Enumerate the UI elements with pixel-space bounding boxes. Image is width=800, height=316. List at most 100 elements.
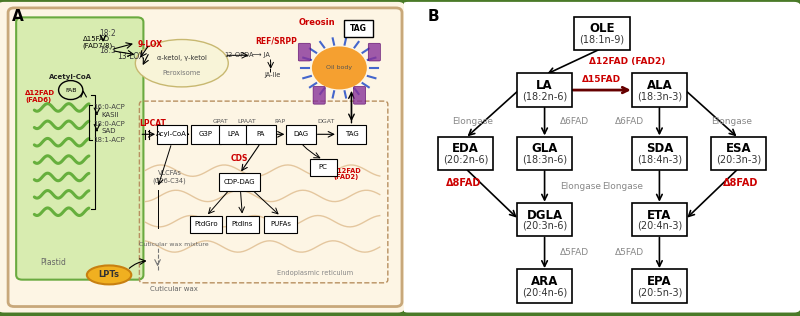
Text: PAP: PAP <box>274 119 286 124</box>
Text: GLA: GLA <box>531 142 558 155</box>
Text: Δ12FAD
(FAD2): Δ12FAD (FAD2) <box>334 167 362 180</box>
Text: Plastid: Plastid <box>41 258 66 267</box>
Ellipse shape <box>135 40 228 87</box>
Text: (18:3n-3): (18:3n-3) <box>637 91 682 101</box>
Text: A: A <box>12 9 24 24</box>
FancyBboxPatch shape <box>0 0 408 316</box>
Text: α-ketol, γ-ketol: α-ketol, γ-ketol <box>157 56 206 61</box>
Text: 12-OPDA: 12-OPDA <box>224 52 254 58</box>
FancyBboxPatch shape <box>438 137 493 170</box>
Text: LPAAT: LPAAT <box>238 119 256 124</box>
Text: 18:2: 18:2 <box>99 29 116 38</box>
FancyBboxPatch shape <box>16 17 143 280</box>
Text: ALA: ALA <box>646 79 672 92</box>
FancyBboxPatch shape <box>632 269 687 303</box>
Text: (20:2n-6): (20:2n-6) <box>442 155 488 165</box>
Text: 9-LOX: 9-LOX <box>138 40 162 49</box>
Text: Peroxisome: Peroxisome <box>162 70 201 76</box>
Text: OLE: OLE <box>590 22 614 35</box>
FancyBboxPatch shape <box>8 8 402 307</box>
Text: CDP-DAG: CDP-DAG <box>224 179 255 185</box>
Text: Δ12FAD
(FAD6): Δ12FAD (FAD6) <box>26 90 55 103</box>
FancyBboxPatch shape <box>265 216 297 233</box>
Text: Oil body: Oil body <box>326 65 353 70</box>
FancyBboxPatch shape <box>226 216 258 233</box>
Text: KASII: KASII <box>101 112 118 118</box>
Text: JA-Ile: JA-Ile <box>265 72 281 78</box>
Text: Δ12FAD (FAD2): Δ12FAD (FAD2) <box>589 57 666 66</box>
FancyBboxPatch shape <box>574 16 630 50</box>
FancyBboxPatch shape <box>711 137 766 170</box>
Text: FAB: FAB <box>65 88 77 93</box>
FancyBboxPatch shape <box>191 125 221 144</box>
Text: Δ6FAD: Δ6FAD <box>561 117 590 126</box>
Text: (20:3n-3): (20:3n-3) <box>716 155 762 165</box>
Text: 18:1-ACP: 18:1-ACP <box>93 137 125 143</box>
FancyBboxPatch shape <box>190 216 222 233</box>
FancyBboxPatch shape <box>632 203 687 236</box>
Text: Elongase: Elongase <box>711 117 752 126</box>
Text: Oreosin: Oreosin <box>299 18 335 27</box>
Text: EPA: EPA <box>647 275 672 288</box>
Text: EDA: EDA <box>452 142 479 155</box>
Text: LPTs: LPTs <box>98 270 119 279</box>
FancyBboxPatch shape <box>246 125 275 144</box>
FancyBboxPatch shape <box>632 74 687 107</box>
FancyBboxPatch shape <box>298 43 310 61</box>
Text: 13-LOX: 13-LOX <box>117 52 144 61</box>
Text: GPAT: GPAT <box>213 119 229 124</box>
Text: (18:3n-6): (18:3n-6) <box>522 155 567 165</box>
Text: Elongase: Elongase <box>452 117 493 126</box>
Circle shape <box>312 46 367 89</box>
Ellipse shape <box>87 265 131 284</box>
Text: ⟶ JA: ⟶ JA <box>253 52 270 58</box>
Text: (20:4n-3): (20:4n-3) <box>637 221 682 231</box>
Text: CDS: CDS <box>231 154 248 163</box>
Text: TAG: TAG <box>345 131 358 137</box>
Text: Δ15FAD: Δ15FAD <box>582 75 622 83</box>
Text: LPCAT: LPCAT <box>139 119 166 128</box>
Text: Elongase: Elongase <box>561 182 602 191</box>
Text: DAG: DAG <box>294 131 309 137</box>
Text: Δ15FAD
(FAD7/8): Δ15FAD (FAD7/8) <box>83 36 113 49</box>
Text: SDA: SDA <box>646 142 673 155</box>
FancyBboxPatch shape <box>286 125 316 144</box>
Text: PtdIns: PtdIns <box>232 222 253 227</box>
Text: LA: LA <box>536 79 553 92</box>
Text: Elongase: Elongase <box>602 182 643 191</box>
Text: Acyl-CoA: Acyl-CoA <box>156 131 187 137</box>
Text: Δ6FAD: Δ6FAD <box>614 117 643 126</box>
Text: 18:3: 18:3 <box>99 46 116 55</box>
FancyBboxPatch shape <box>344 20 373 37</box>
Text: Δ5FAD: Δ5FAD <box>614 248 643 257</box>
FancyBboxPatch shape <box>157 125 186 144</box>
Text: (18:1n-9): (18:1n-9) <box>579 34 625 45</box>
Text: PA: PA <box>256 131 265 137</box>
Text: PC: PC <box>318 165 328 170</box>
Text: REF/SRPP: REF/SRPP <box>256 37 298 46</box>
Text: SAD: SAD <box>101 129 115 134</box>
Text: Cuticular wax mixture: Cuticular wax mixture <box>139 242 209 247</box>
FancyBboxPatch shape <box>517 269 572 303</box>
Text: B: B <box>428 9 439 24</box>
Text: Δ8FAD: Δ8FAD <box>722 178 758 188</box>
Text: PUFAs: PUFAs <box>270 222 291 227</box>
FancyBboxPatch shape <box>517 74 572 107</box>
Text: VLCFAs
(C26-C34): VLCFAs (C26-C34) <box>153 170 186 184</box>
FancyBboxPatch shape <box>313 87 326 104</box>
Text: DGLA: DGLA <box>526 209 562 222</box>
FancyBboxPatch shape <box>632 137 687 170</box>
FancyBboxPatch shape <box>368 43 381 61</box>
Text: (18:4n-3): (18:4n-3) <box>637 155 682 165</box>
FancyBboxPatch shape <box>354 87 366 104</box>
FancyBboxPatch shape <box>517 137 572 170</box>
FancyBboxPatch shape <box>310 159 337 176</box>
Text: Δ5FAD: Δ5FAD <box>561 248 590 257</box>
Text: ARA: ARA <box>531 275 558 288</box>
Text: ETA: ETA <box>647 209 672 222</box>
FancyBboxPatch shape <box>337 125 366 144</box>
Text: PtdGro: PtdGro <box>194 222 218 227</box>
Text: Δ8FAD: Δ8FAD <box>446 178 482 188</box>
Text: Endoplasmic reticulum: Endoplasmic reticulum <box>277 270 353 276</box>
Text: LPA: LPA <box>227 131 240 137</box>
